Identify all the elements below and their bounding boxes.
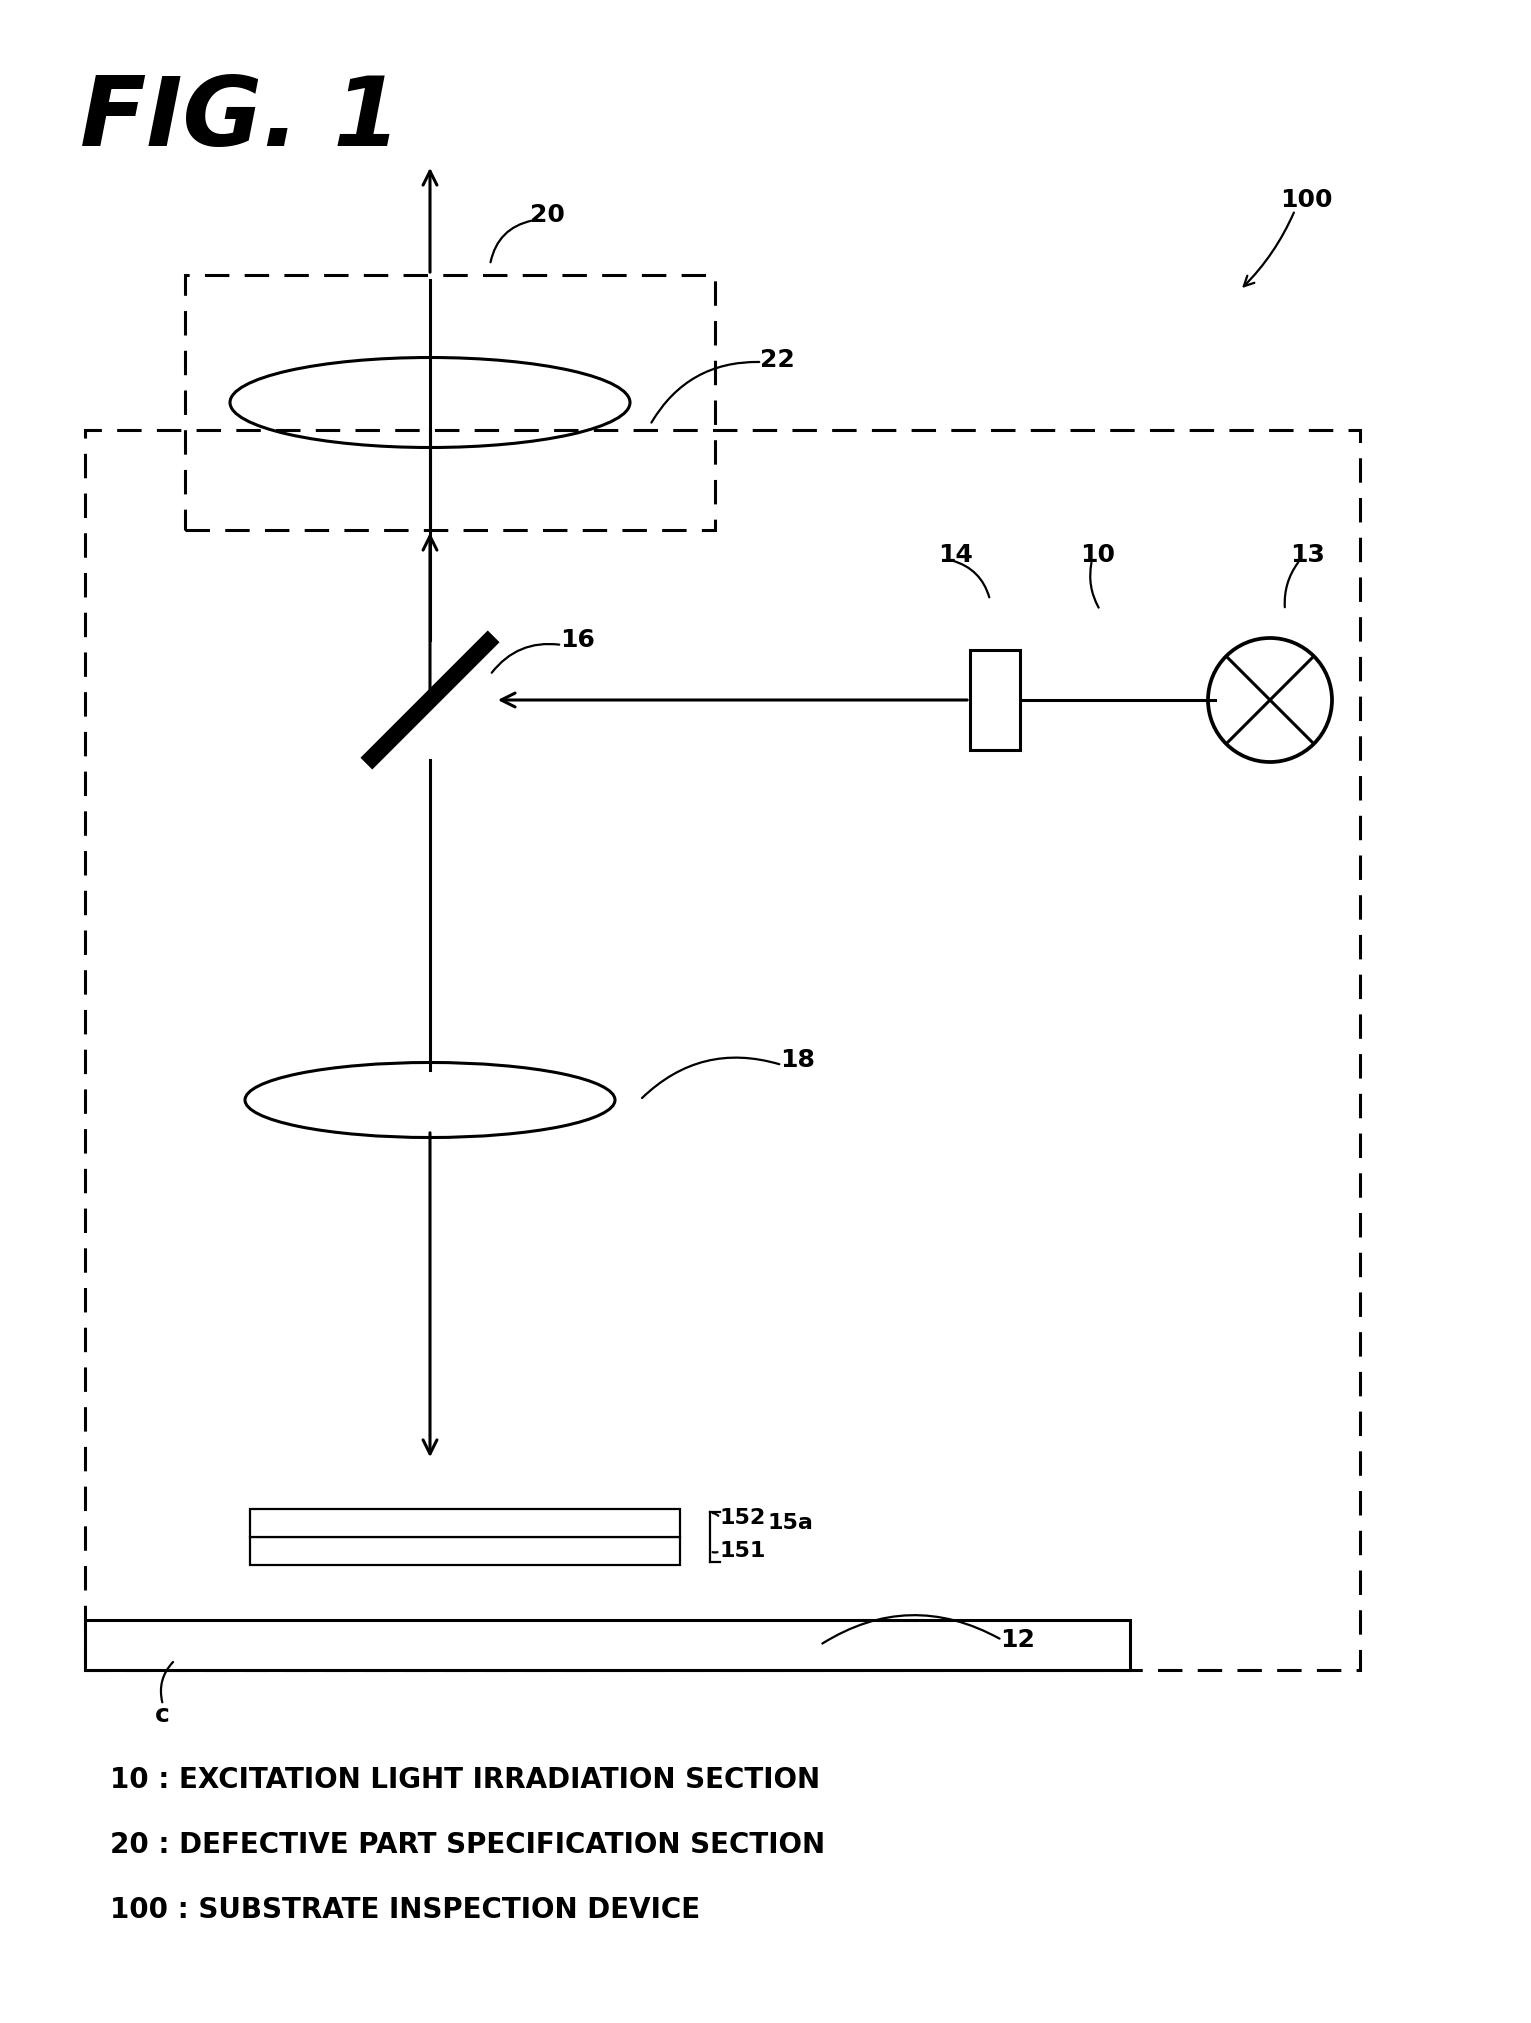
Text: 100: 100 <box>1280 188 1332 212</box>
Text: 10 : EXCITATION LIGHT IRRADIATION SECTION: 10 : EXCITATION LIGHT IRRADIATION SECTIO… <box>110 1766 821 1794</box>
Text: c: c <box>155 1703 170 1728</box>
Text: 15a: 15a <box>769 1513 814 1533</box>
Text: FIG. 1: FIG. 1 <box>80 73 401 166</box>
Text: 20 : DEFECTIVE PART SPECIFICATION SECTION: 20 : DEFECTIVE PART SPECIFICATION SECTIO… <box>110 1831 825 1859</box>
Bar <box>86 431 1360 1671</box>
Text: 16: 16 <box>560 627 596 651</box>
Bar <box>250 1509 680 1537</box>
Text: 152: 152 <box>720 1507 766 1527</box>
Text: 13: 13 <box>1291 542 1324 566</box>
Text: 18: 18 <box>779 1048 814 1072</box>
Text: 14: 14 <box>939 542 972 566</box>
Bar <box>86 1620 1130 1671</box>
Text: 10: 10 <box>1079 542 1115 566</box>
Text: 20: 20 <box>530 202 565 227</box>
Text: 100 : SUBSTRATE INSPECTION DEVICE: 100 : SUBSTRATE INSPECTION DEVICE <box>110 1896 700 1924</box>
Text: 151: 151 <box>720 1542 767 1562</box>
Bar <box>185 275 715 530</box>
Bar <box>250 1537 680 1566</box>
Text: 12: 12 <box>1000 1629 1035 1653</box>
Bar <box>971 649 1020 751</box>
Text: 22: 22 <box>759 348 795 372</box>
